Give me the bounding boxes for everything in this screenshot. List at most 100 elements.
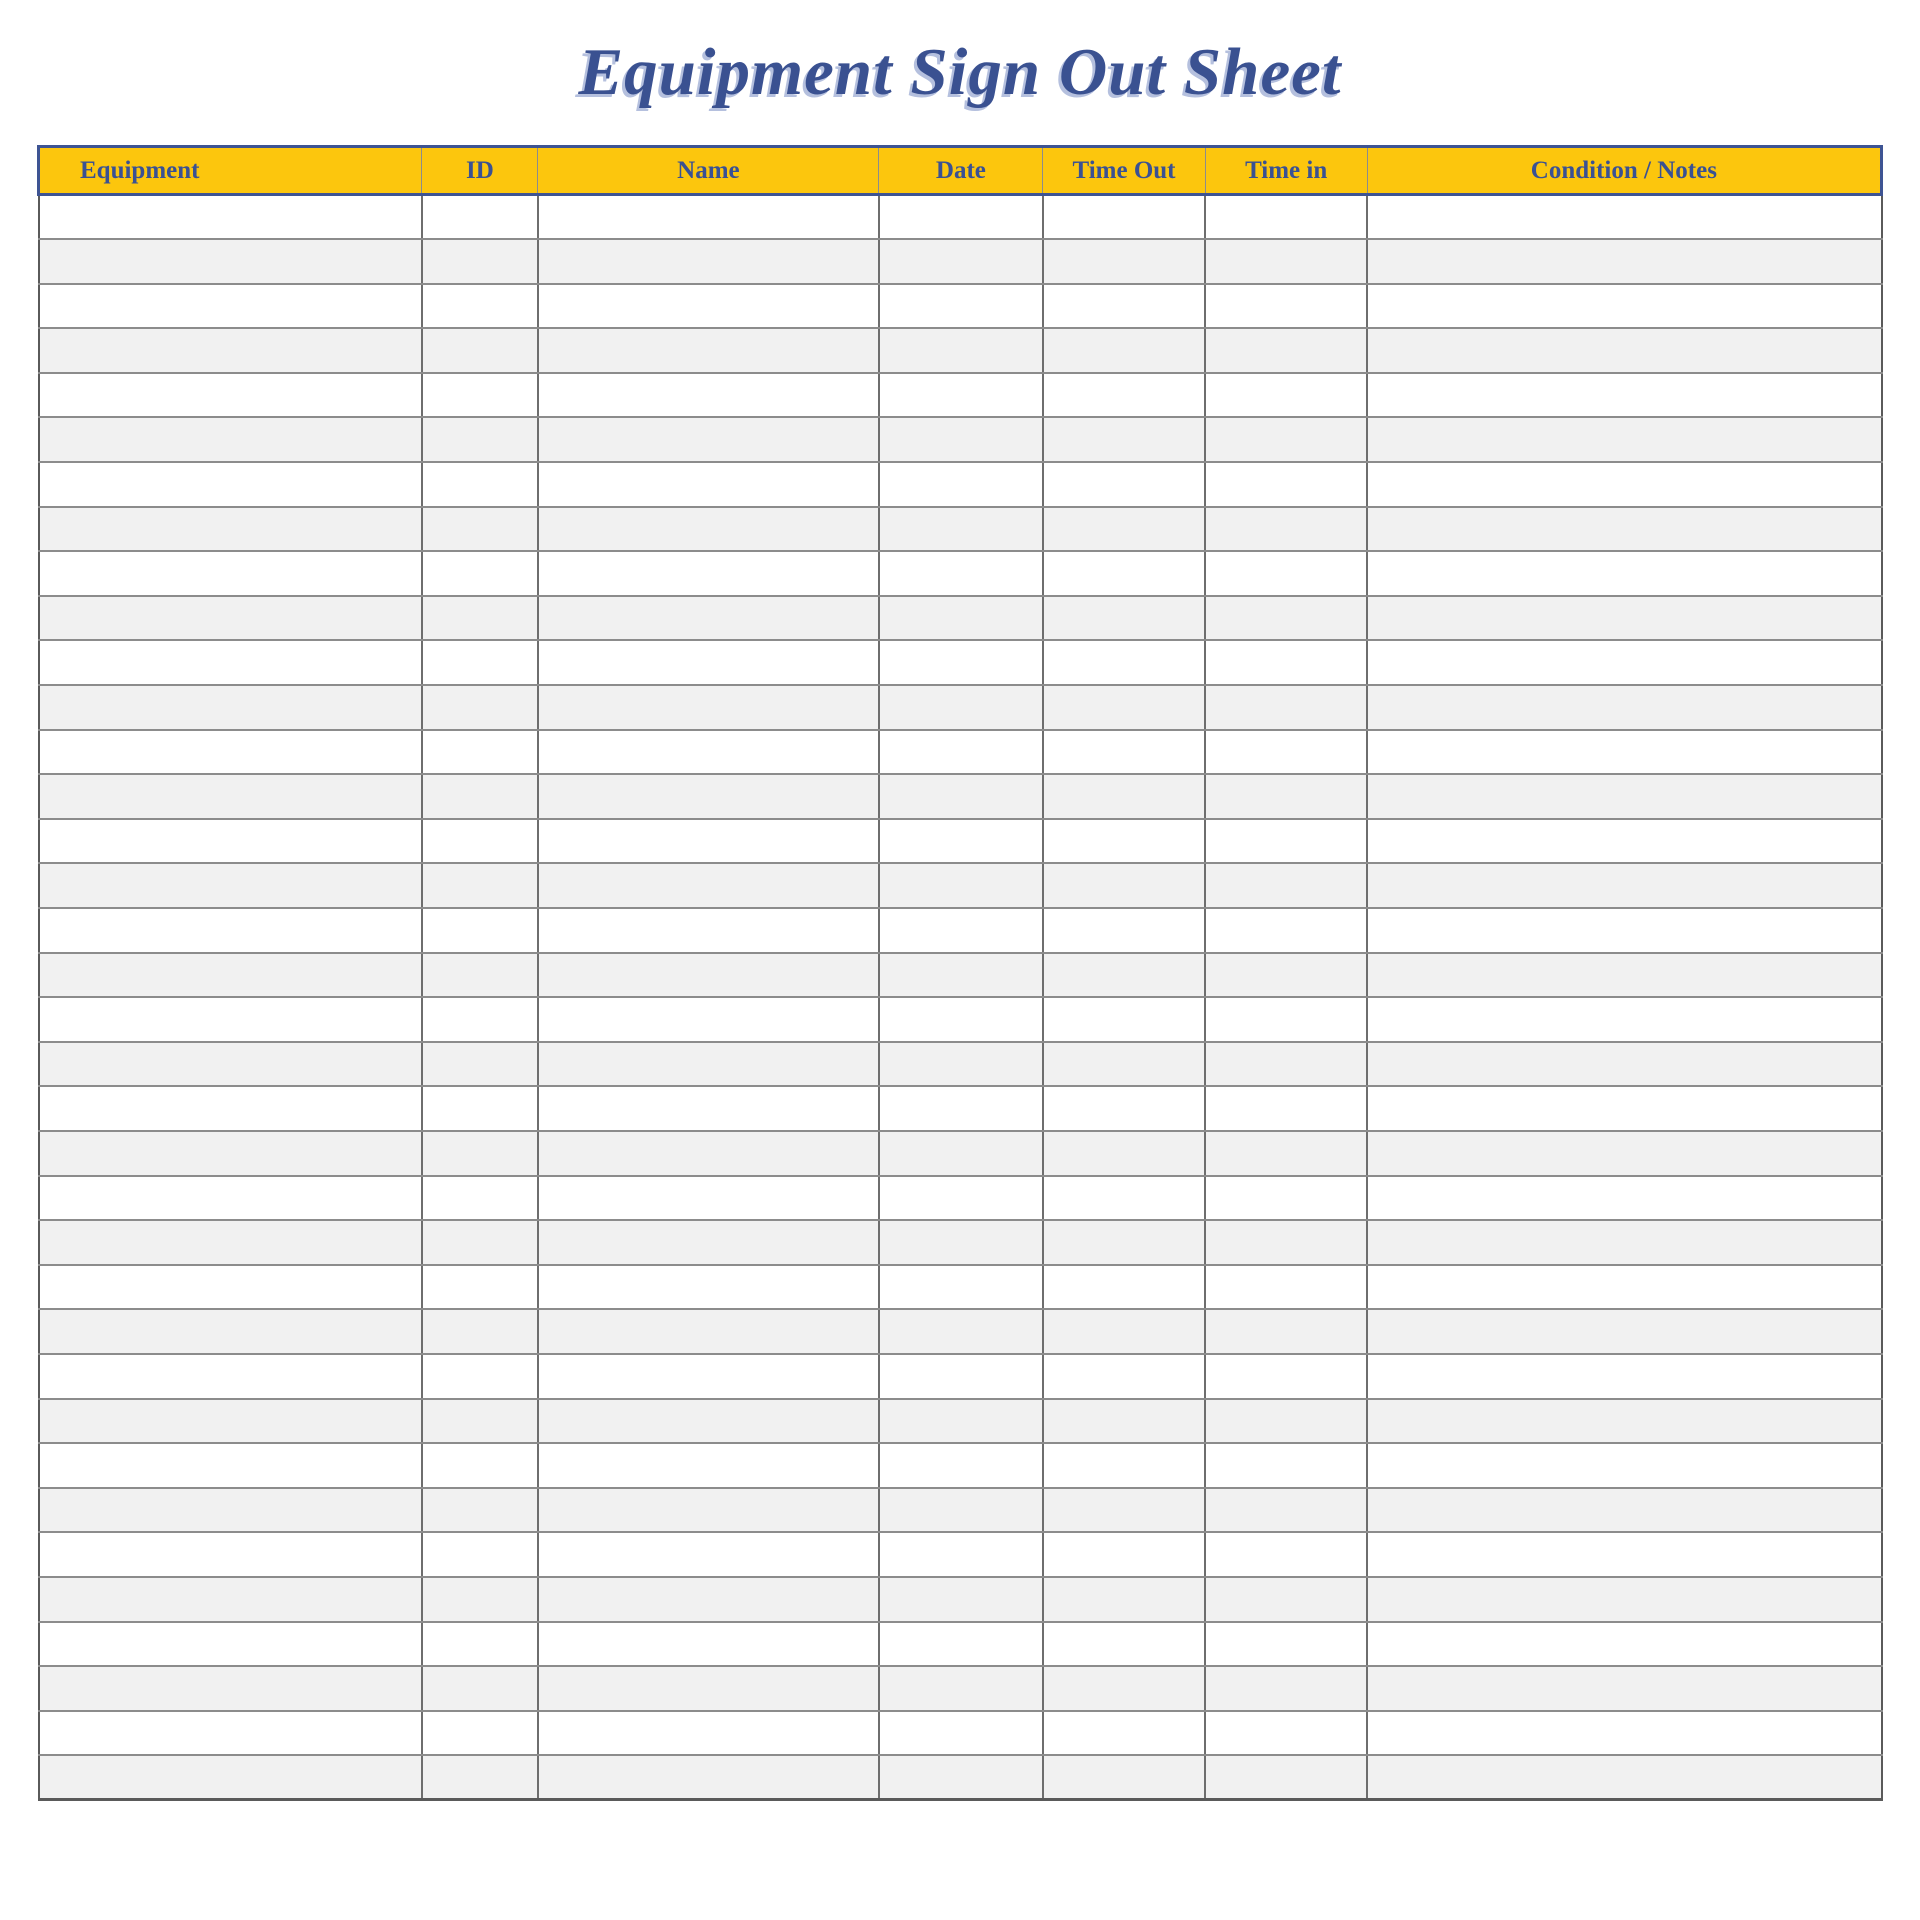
cell-time-in[interactable] <box>1204 327 1369 374</box>
cell-equipment[interactable] <box>37 282 423 330</box>
cell-condition-notes[interactable] <box>1366 1219 1883 1266</box>
cell-time-in[interactable] <box>1204 684 1369 731</box>
cell-id[interactable] <box>420 817 539 865</box>
cell-id[interactable] <box>420 1219 539 1266</box>
cell-time-out[interactable] <box>1041 907 1207 954</box>
cell-equipment[interactable] <box>37 327 423 374</box>
cell-time-out[interactable] <box>1041 1397 1207 1445</box>
cell-equipment[interactable] <box>37 951 423 999</box>
cell-date[interactable] <box>877 1709 1044 1757</box>
cell-time-out[interactable] <box>1041 951 1207 999</box>
cell-name[interactable] <box>536 1219 880 1266</box>
cell-date[interactable] <box>877 862 1044 909</box>
cell-name[interactable] <box>536 639 880 687</box>
cell-date[interactable] <box>877 1442 1044 1489</box>
cell-time-out[interactable] <box>1041 594 1207 642</box>
cell-time-out[interactable] <box>1041 1174 1207 1222</box>
cell-id[interactable] <box>420 193 539 241</box>
cell-name[interactable] <box>536 1263 880 1311</box>
cell-date[interactable] <box>877 1085 1044 1132</box>
cell-date[interactable] <box>877 193 1044 241</box>
cell-name[interactable] <box>536 1129 880 1177</box>
cell-equipment[interactable] <box>37 728 423 776</box>
cell-condition-notes[interactable] <box>1366 327 1883 374</box>
cell-time-out[interactable] <box>1041 238 1207 285</box>
cell-time-in[interactable] <box>1204 461 1369 508</box>
cell-condition-notes[interactable] <box>1366 1085 1883 1132</box>
cell-equipment[interactable] <box>37 1352 423 1400</box>
cell-date[interactable] <box>877 1308 1044 1355</box>
cell-id[interactable] <box>420 550 539 597</box>
cell-equipment[interactable] <box>37 862 423 909</box>
cell-date[interactable] <box>877 1620 1044 1668</box>
cell-condition-notes[interactable] <box>1366 1665 1883 1712</box>
cell-condition-notes[interactable] <box>1366 1754 1883 1802</box>
cell-name[interactable] <box>536 1442 880 1489</box>
cell-time-in[interactable] <box>1204 1709 1369 1757</box>
cell-time-out[interactable] <box>1041 193 1207 241</box>
cell-name[interactable] <box>536 371 880 419</box>
cell-equipment[interactable] <box>37 1620 423 1668</box>
cell-equipment[interactable] <box>37 1709 423 1757</box>
cell-time-in[interactable] <box>1204 1352 1369 1400</box>
cell-name[interactable] <box>536 1040 880 1088</box>
cell-name[interactable] <box>536 505 880 553</box>
cell-condition-notes[interactable] <box>1366 1442 1883 1489</box>
cell-equipment[interactable] <box>37 193 423 241</box>
cell-condition-notes[interactable] <box>1366 773 1883 820</box>
cell-id[interactable] <box>420 862 539 909</box>
cell-time-out[interactable] <box>1041 639 1207 687</box>
cell-time-out[interactable] <box>1041 1085 1207 1132</box>
cell-date[interactable] <box>877 282 1044 330</box>
cell-condition-notes[interactable] <box>1366 238 1883 285</box>
cell-name[interactable] <box>536 1620 880 1668</box>
cell-condition-notes[interactable] <box>1366 1709 1883 1757</box>
cell-time-out[interactable] <box>1041 1129 1207 1177</box>
cell-date[interactable] <box>877 461 1044 508</box>
cell-time-out[interactable] <box>1041 1352 1207 1400</box>
cell-name[interactable] <box>536 1352 880 1400</box>
cell-condition-notes[interactable] <box>1366 505 1883 553</box>
cell-date[interactable] <box>877 684 1044 731</box>
cell-time-out[interactable] <box>1041 1531 1207 1578</box>
cell-time-in[interactable] <box>1204 1085 1369 1132</box>
cell-condition-notes[interactable] <box>1366 728 1883 776</box>
cell-name[interactable] <box>536 461 880 508</box>
cell-name[interactable] <box>536 1085 880 1132</box>
cell-equipment[interactable] <box>37 1575 423 1623</box>
cell-id[interactable] <box>420 951 539 999</box>
cell-id[interactable] <box>420 282 539 330</box>
cell-date[interactable] <box>877 1754 1044 1802</box>
cell-time-out[interactable] <box>1041 862 1207 909</box>
cell-time-in[interactable] <box>1204 1665 1369 1712</box>
cell-id[interactable] <box>420 1174 539 1222</box>
cell-time-in[interactable] <box>1204 193 1369 241</box>
cell-condition-notes[interactable] <box>1366 282 1883 330</box>
cell-equipment[interactable] <box>37 1085 423 1132</box>
cell-condition-notes[interactable] <box>1366 1174 1883 1222</box>
cell-condition-notes[interactable] <box>1366 1263 1883 1311</box>
cell-time-in[interactable] <box>1204 550 1369 597</box>
cell-time-in[interactable] <box>1204 1486 1369 1534</box>
cell-time-in[interactable] <box>1204 371 1369 419</box>
cell-name[interactable] <box>536 327 880 374</box>
cell-date[interactable] <box>877 550 1044 597</box>
cell-time-in[interactable] <box>1204 862 1369 909</box>
cell-time-in[interactable] <box>1204 282 1369 330</box>
cell-equipment[interactable] <box>37 371 423 419</box>
cell-date[interactable] <box>877 951 1044 999</box>
cell-time-in[interactable] <box>1204 1442 1369 1489</box>
cell-equipment[interactable] <box>37 639 423 687</box>
cell-date[interactable] <box>877 817 1044 865</box>
cell-equipment[interactable] <box>37 996 423 1043</box>
cell-equipment[interactable] <box>37 238 423 285</box>
cell-id[interactable] <box>420 1129 539 1177</box>
cell-date[interactable] <box>877 1486 1044 1534</box>
cell-id[interactable] <box>420 371 539 419</box>
cell-date[interactable] <box>877 1040 1044 1088</box>
cell-date[interactable] <box>877 1397 1044 1445</box>
cell-time-out[interactable] <box>1041 817 1207 865</box>
cell-equipment[interactable] <box>37 1040 423 1088</box>
cell-time-in[interactable] <box>1204 996 1369 1043</box>
cell-date[interactable] <box>877 1531 1044 1578</box>
